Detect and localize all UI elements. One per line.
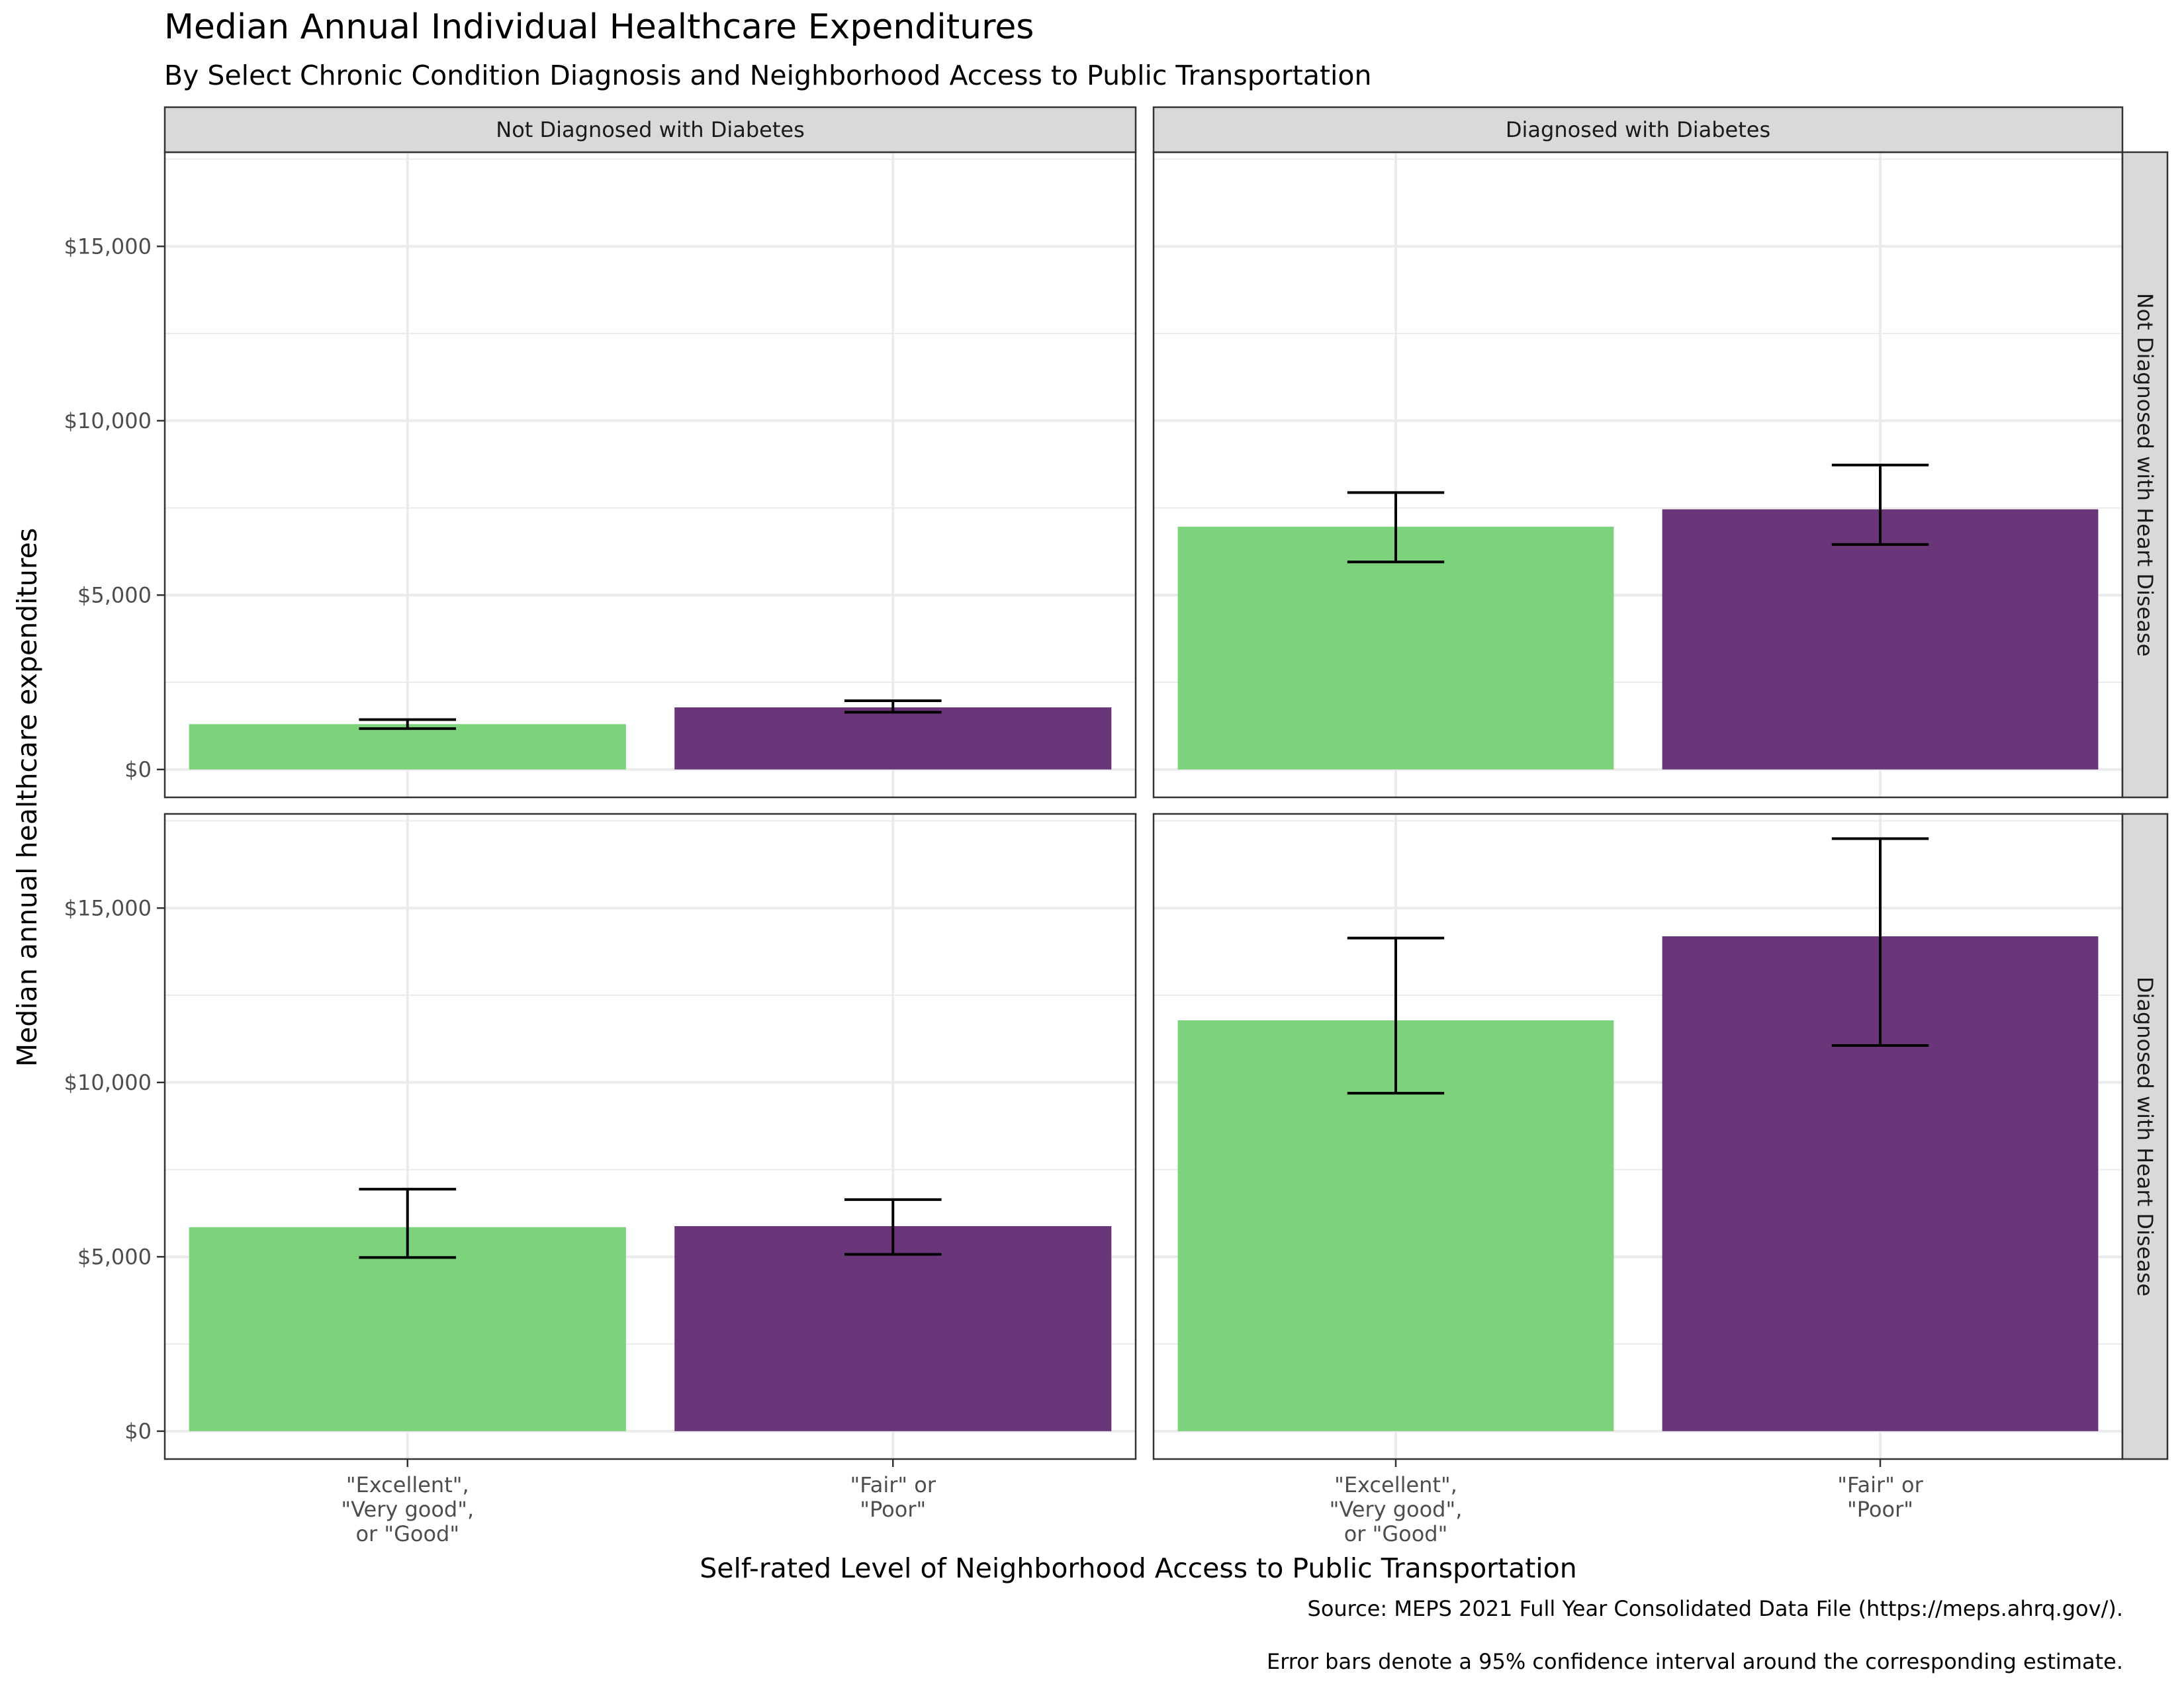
- row-strip: [2121, 151, 2169, 799]
- y-axis-title: Median annual healthcare expenditures: [11, 528, 43, 1067]
- x-tick-label: or "Good": [355, 1521, 459, 1546]
- panel-1-1-background: [165, 152, 1136, 797]
- row-strip: [2121, 813, 2169, 1460]
- caption-error-bars: Error bars denote a 95% confidence inter…: [1267, 1649, 2123, 1674]
- x-tick-label: "Fair" or: [850, 1472, 936, 1497]
- column-strip-label: Not Diagnosed with Diabetes: [496, 117, 805, 142]
- x-tick-label: or "Good": [1344, 1521, 1448, 1546]
- bar-poor-panel-1-2: [1662, 509, 2099, 770]
- y-tick-label: $10,000: [64, 1070, 152, 1095]
- column-strip-label: Diagnosed with Diabetes: [1506, 117, 1770, 142]
- chart-subtitle: By Select Chronic Condition Diagnosis an…: [164, 60, 1371, 91]
- x-axis-title: Self-rated Level of Neighborhood Access …: [700, 1552, 1577, 1584]
- x-tick-label: "Excellent",: [1334, 1472, 1457, 1497]
- y-tick-label: $5,000: [77, 582, 152, 607]
- bar-poor-panel-1-1: [674, 707, 1112, 770]
- caption-source: Source: MEPS 2021 Full Year Consolidated…: [1308, 1596, 2124, 1621]
- panels-layer: $0 $5,000 $10,000 $15,000 $0 $5,000 $10,000 $15…: [64, 106, 2169, 1546]
- x-tick-label: "Very good",: [1330, 1497, 1463, 1522]
- column-strip: [1152, 106, 2124, 154]
- x-tick-label: "Fair" or: [1837, 1472, 1923, 1497]
- bar-good-panel-1-1: [189, 724, 626, 770]
- y-tick-label: $10,000: [64, 408, 152, 433]
- x-tick-label: "Very good",: [341, 1497, 474, 1522]
- chart-title: Median Annual Individual Healthcare Expe…: [164, 7, 1034, 47]
- bar-poor-panel-2-1: [674, 1225, 1112, 1431]
- y-tick-label: $0: [124, 1419, 152, 1444]
- y-tick-label: $15,000: [64, 234, 152, 259]
- row-strip-label: Not Diagnosed with Heart Disease: [2132, 293, 2158, 657]
- bar-good-panel-2-1: [189, 1227, 626, 1431]
- bar-good-panel-1-2: [1177, 527, 1614, 770]
- x-tick-label: "Excellent",: [346, 1472, 469, 1497]
- x-tick-label: "Poor": [1847, 1497, 1913, 1522]
- y-tick-label: $5,000: [77, 1244, 152, 1269]
- y-tick-label: $15,000: [64, 895, 152, 920]
- panel-2-1-border: [163, 813, 1137, 1460]
- row-strip-label: Diagnosed with Heart Disease: [2132, 977, 2158, 1296]
- column-strip: [163, 106, 1137, 154]
- y-tick-label: $0: [124, 757, 152, 782]
- x-tick-label: "Poor": [860, 1497, 926, 1522]
